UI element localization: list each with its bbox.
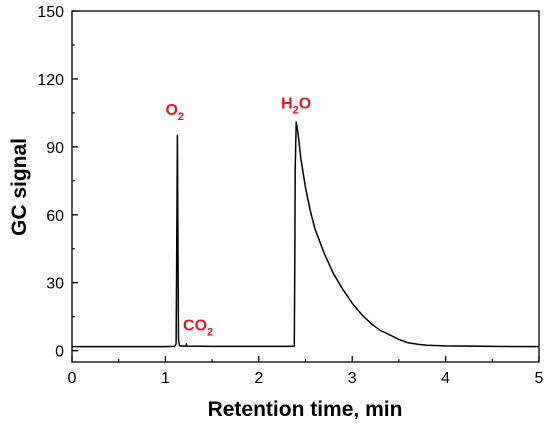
x-tick-label: 0 xyxy=(68,370,77,387)
x-tick-label: 1 xyxy=(161,370,170,387)
annotation-o2-text: O xyxy=(165,102,177,119)
annotation-h2o-text: H xyxy=(281,95,293,112)
annotation-co2-text: CO xyxy=(183,317,207,334)
annotation-co2-sub: 2 xyxy=(207,326,213,338)
x-tick-label: 3 xyxy=(348,370,357,387)
y-axis-title: GC signal xyxy=(8,138,31,236)
x-tick-label: 4 xyxy=(441,370,450,387)
y-tick-label: 120 xyxy=(37,72,64,89)
x-axis-ticks: 0 1 2 3 4 5 xyxy=(68,356,544,387)
x-tick-label: 2 xyxy=(254,370,263,387)
y-axis-ticks: 0 30 60 90 120 150 xyxy=(37,4,78,361)
annotation-o2: O2 xyxy=(165,102,184,123)
y-tick-label: 0 xyxy=(55,344,64,361)
annotation-o2-sub: 2 xyxy=(178,111,184,123)
y-tick-label: 150 xyxy=(37,4,64,21)
annotation-h2o-sub: 2 xyxy=(293,104,299,116)
x-tick-label: 5 xyxy=(535,370,544,387)
annotation-h2o-post: O xyxy=(299,95,311,112)
y-tick-label: 30 xyxy=(46,276,64,293)
x-axis-title: Retention time, min xyxy=(208,398,403,421)
y-tick-label: 90 xyxy=(46,140,64,157)
y-tick-label: 60 xyxy=(46,208,64,225)
chromatogram-line xyxy=(72,121,540,348)
annotation-co2: CO2 xyxy=(183,317,213,338)
annotation-h2o: H2O xyxy=(281,95,311,116)
